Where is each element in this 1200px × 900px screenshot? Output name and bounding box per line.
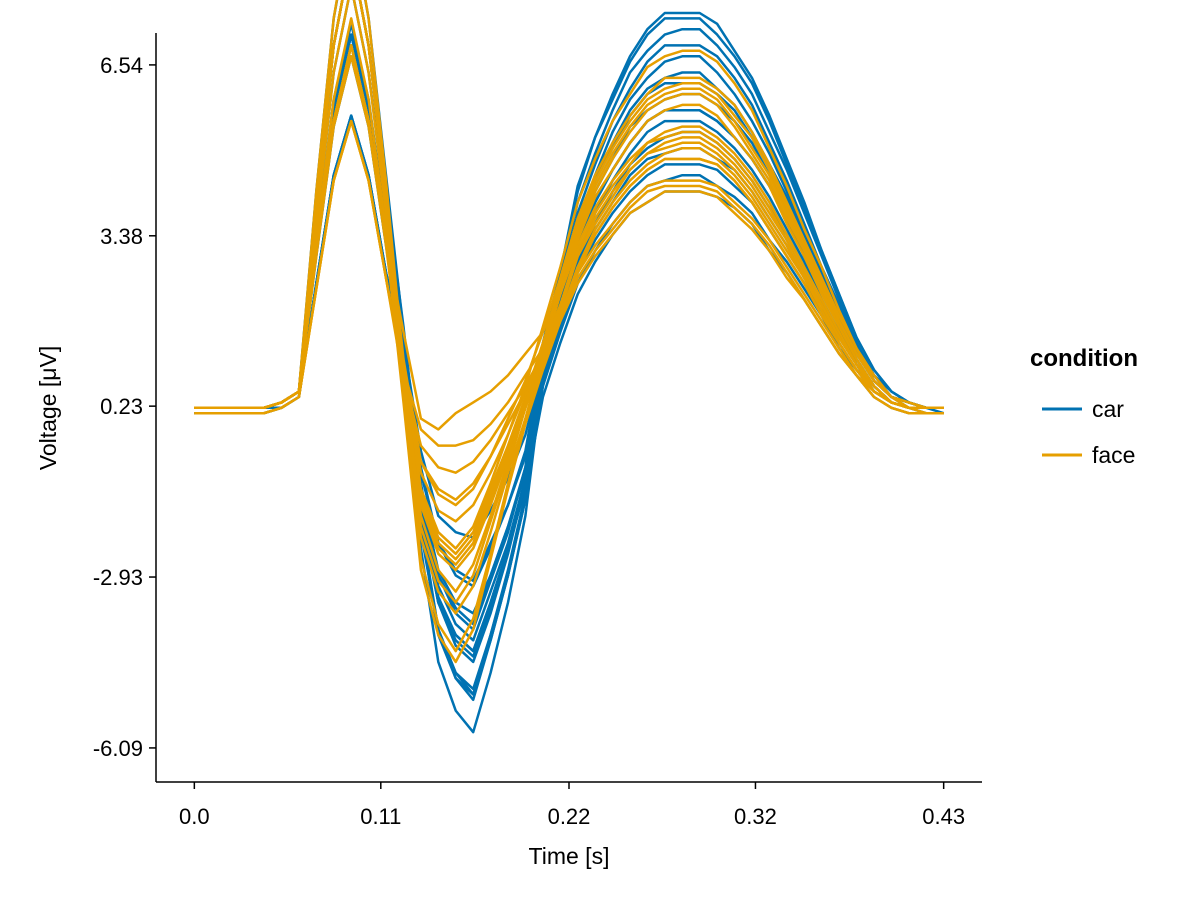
series-line-car-4: [194, 114, 944, 653]
series-line-face-15: [194, 55, 944, 561]
x-axis-title: Time [s]: [529, 843, 610, 869]
x-ticks: 0.0 0.11 0.22 0.32 0.43: [179, 782, 965, 829]
y-tick-label: 0.23: [100, 394, 143, 419]
y-tick-label: 6.54: [100, 53, 143, 78]
legend: condition car face: [1030, 345, 1138, 468]
series-line-face-4: [194, 119, 944, 501]
y-ticks: -6.09 -2.93 0.23 3.38 6.54: [93, 53, 156, 761]
series-line-car-3: [194, 114, 944, 615]
legend-label-face: face: [1092, 442, 1135, 468]
x-tick-label: 0.22: [548, 804, 591, 829]
legend-title: condition: [1030, 345, 1138, 372]
series-line-car-8: [194, 33, 944, 691]
series-line-car-12: [194, 0, 944, 734]
x-tick-label: 0.32: [734, 804, 777, 829]
x-tick-label: 0.43: [922, 804, 965, 829]
y-tick-label: -2.93: [93, 565, 143, 590]
series-line-face-14: [194, 0, 944, 550]
x-tick-label: 0.0: [179, 804, 210, 829]
y-tick-label: -6.09: [93, 736, 143, 761]
y-axis-title: Voltage [μV]: [35, 346, 61, 471]
series-line-face-16: [194, 0, 944, 593]
x-tick-label: 0.11: [360, 804, 401, 829]
y-tick-label: 3.38: [100, 224, 143, 249]
series-layer: [194, 0, 945, 734]
series-line-face-13: [194, 17, 944, 566]
legend-label-car: car: [1092, 396, 1124, 422]
